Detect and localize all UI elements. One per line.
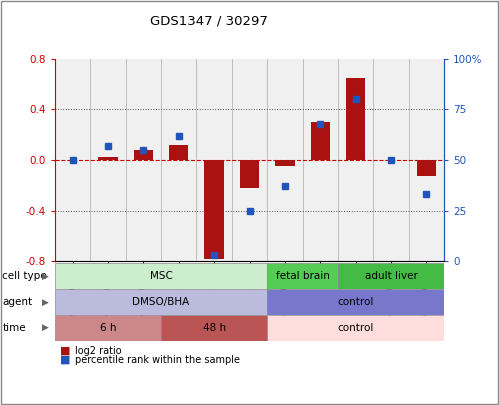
- Text: ▶: ▶: [42, 271, 49, 281]
- Bar: [240, 160, 259, 188]
- Bar: [55, 263, 267, 289]
- Text: percentile rank within the sample: percentile rank within the sample: [75, 355, 240, 365]
- Bar: [134, 150, 153, 160]
- Bar: [98, 158, 118, 160]
- Text: 6 h: 6 h: [100, 323, 116, 333]
- Text: MSC: MSC: [150, 271, 173, 281]
- Text: time: time: [2, 323, 26, 333]
- Bar: [346, 78, 365, 160]
- Text: DMSO/BHA: DMSO/BHA: [132, 297, 190, 307]
- Bar: [267, 263, 338, 289]
- Text: control: control: [337, 323, 374, 333]
- Text: log2 ratio: log2 ratio: [75, 346, 121, 356]
- Text: ▶: ▶: [42, 323, 49, 333]
- Bar: [275, 160, 294, 166]
- Bar: [310, 122, 330, 160]
- Text: fetal brain: fetal brain: [275, 271, 329, 281]
- Bar: [267, 289, 444, 315]
- Text: agent: agent: [2, 297, 32, 307]
- Bar: [55, 315, 161, 341]
- Text: ■: ■: [60, 355, 70, 365]
- Bar: [338, 263, 444, 289]
- Text: GDS1347 / 30297: GDS1347 / 30297: [150, 14, 267, 27]
- Text: ■: ■: [60, 346, 70, 356]
- Text: 48 h: 48 h: [203, 323, 226, 333]
- Bar: [169, 145, 189, 160]
- Bar: [55, 289, 267, 315]
- Bar: [161, 315, 267, 341]
- Text: ▶: ▶: [42, 297, 49, 307]
- Text: control: control: [337, 297, 374, 307]
- Bar: [205, 160, 224, 259]
- Text: cell type: cell type: [2, 271, 47, 281]
- Text: adult liver: adult liver: [365, 271, 418, 281]
- Bar: [267, 315, 444, 341]
- Bar: [417, 160, 436, 177]
